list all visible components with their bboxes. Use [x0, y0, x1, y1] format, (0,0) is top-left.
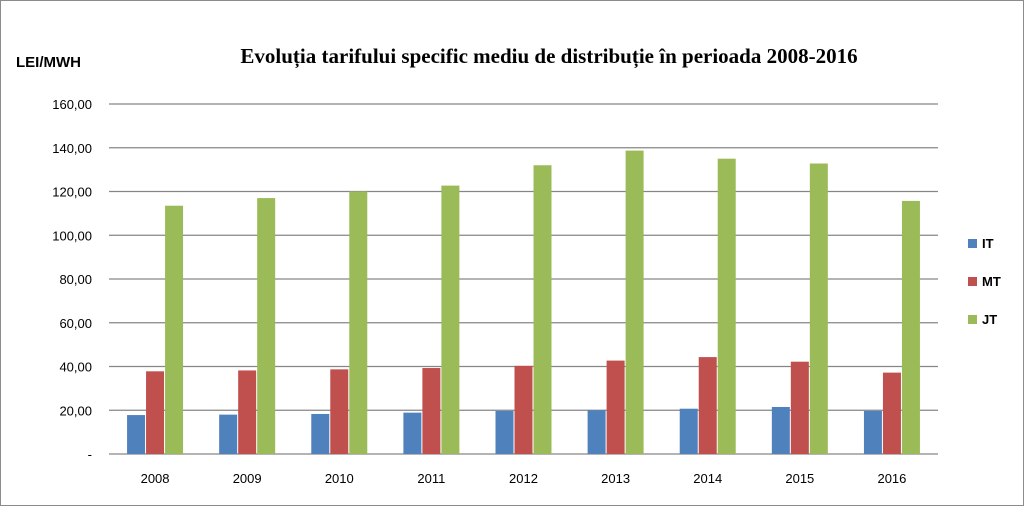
bar-mt — [882, 372, 901, 454]
legend-label: JT — [982, 312, 997, 327]
y-tick-label: 60,00 — [59, 316, 92, 331]
chart-title: Evoluția tarifului specific mediu de dis… — [240, 44, 857, 69]
x-tick-label: 2010 — [325, 471, 354, 486]
legend-swatch — [968, 315, 977, 324]
bar-jt — [441, 185, 460, 454]
y-tick-labels: - 20,00 40,00 60,00 80,00 100,00 120,00 140,00 1… — [52, 97, 92, 462]
x-tick-label: 2011 — [417, 471, 445, 486]
bar-mt — [514, 365, 533, 454]
bar-mt — [146, 371, 165, 454]
y-tick-label: 40,00 — [59, 360, 92, 375]
bar-it — [127, 415, 146, 454]
legend-label: IT — [982, 236, 994, 251]
y-tick-label: - — [88, 447, 92, 462]
x-tick-label: 2013 — [601, 471, 630, 486]
bar-jt — [349, 191, 368, 454]
y-tick-label: 140,00 — [52, 141, 92, 156]
x-tick-label: 2016 — [877, 471, 906, 486]
bar-mt — [422, 368, 441, 454]
bar-it — [863, 410, 882, 454]
x-tick-label: 2009 — [233, 471, 262, 486]
bar-mt — [606, 360, 625, 454]
bar-jt — [257, 198, 276, 454]
x-tick-label: 2015 — [785, 471, 814, 486]
bar-it — [403, 412, 422, 454]
bar-jt — [809, 163, 828, 454]
bar-mt — [238, 370, 257, 454]
bar-mt — [330, 369, 349, 454]
bar-mt — [698, 357, 717, 454]
legend: IT MT JT — [968, 236, 1001, 327]
bar-it — [311, 413, 330, 454]
bar-it — [587, 410, 606, 454]
bar-jt — [717, 158, 736, 454]
bar-it — [679, 408, 698, 454]
bar-jt — [901, 200, 920, 454]
bar-mt — [790, 361, 809, 454]
bars — [127, 150, 920, 454]
legend-label: MT — [982, 274, 1001, 289]
x-tick-label: 2008 — [141, 471, 170, 486]
bar-it — [771, 406, 790, 454]
x-tick-labels: 2008 2009 2010 2011 2012 2013 2014 2015 2016 — [141, 471, 907, 486]
legend-swatch — [968, 277, 977, 286]
legend-swatch — [968, 239, 977, 248]
x-tick-label: 2012 — [509, 471, 538, 486]
bar-it — [219, 414, 238, 454]
y-tick-label: 80,00 — [59, 272, 92, 287]
y-tick-label: 100,00 — [52, 228, 92, 243]
x-tick-label: 2014 — [693, 471, 722, 486]
bar-jt — [533, 165, 552, 454]
bar-jt — [165, 205, 184, 454]
y-tick-label: 20,00 — [59, 403, 92, 418]
bar-jt — [625, 150, 644, 454]
y-tick-label: 160,00 — [52, 97, 92, 112]
y-axis-label: LEI/MWH — [16, 54, 81, 71]
bar-it — [495, 410, 514, 454]
y-tick-label: 120,00 — [52, 185, 92, 200]
